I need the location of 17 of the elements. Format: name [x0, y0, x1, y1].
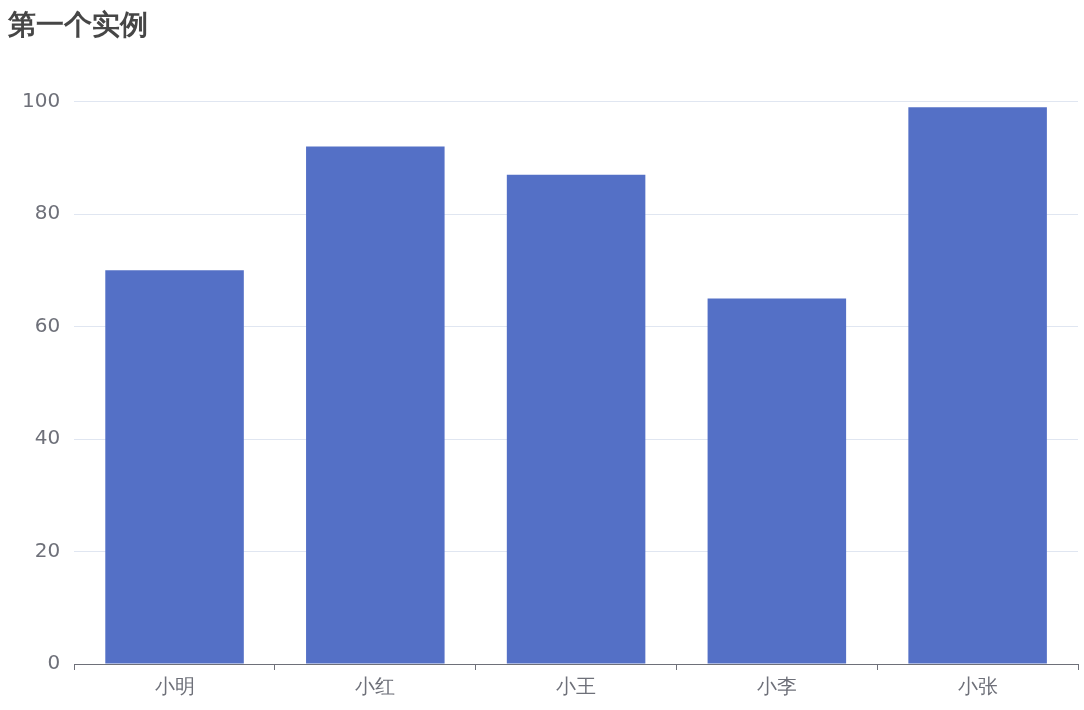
- x-tick-label: 小张: [957, 674, 998, 699]
- x-tick-label: 小李: [756, 674, 797, 699]
- y-tick-label: 0: [47, 650, 61, 675]
- x-tick-label: 小明: [154, 674, 195, 699]
- y-tick-label: 80: [34, 200, 61, 225]
- bar: [908, 107, 1047, 664]
- x-tick-label: 小王: [556, 674, 597, 699]
- bar: [105, 270, 244, 664]
- bar: [707, 298, 847, 664]
- x-tick-label: 小红: [355, 674, 396, 699]
- bar: [506, 174, 646, 664]
- y-tick-label: 60: [34, 312, 61, 337]
- y-tick-label: 20: [34, 537, 61, 562]
- chart-title: 第一个实例: [7, 8, 148, 42]
- y-tick-label: 100: [21, 87, 61, 112]
- y-tick-label: 40: [34, 425, 61, 450]
- bar: [306, 146, 445, 664]
